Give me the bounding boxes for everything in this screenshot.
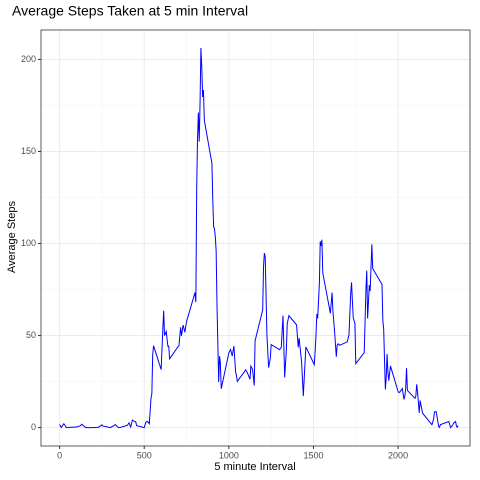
y-tick-label: 0 bbox=[31, 422, 36, 432]
x-tick-label: 0 bbox=[57, 450, 62, 460]
x-tick-label: 1000 bbox=[219, 450, 239, 460]
chart-title: Average Steps Taken at 5 min Interval bbox=[12, 3, 248, 19]
y-tick-label: 150 bbox=[21, 146, 36, 156]
data-line bbox=[59, 48, 459, 429]
y-tick-label: 200 bbox=[21, 54, 36, 64]
y-tick-label: 50 bbox=[26, 330, 36, 340]
x-axis-label: 5 minute Interval bbox=[214, 461, 295, 473]
x-tick-label: 2000 bbox=[388, 450, 408, 460]
y-axis-label: Average Steps bbox=[6, 201, 18, 273]
x-tick-label: 1500 bbox=[303, 450, 323, 460]
panel-border bbox=[40, 29, 471, 447]
y-tick-label: 100 bbox=[21, 238, 36, 248]
x-tick-label: 500 bbox=[137, 450, 152, 460]
